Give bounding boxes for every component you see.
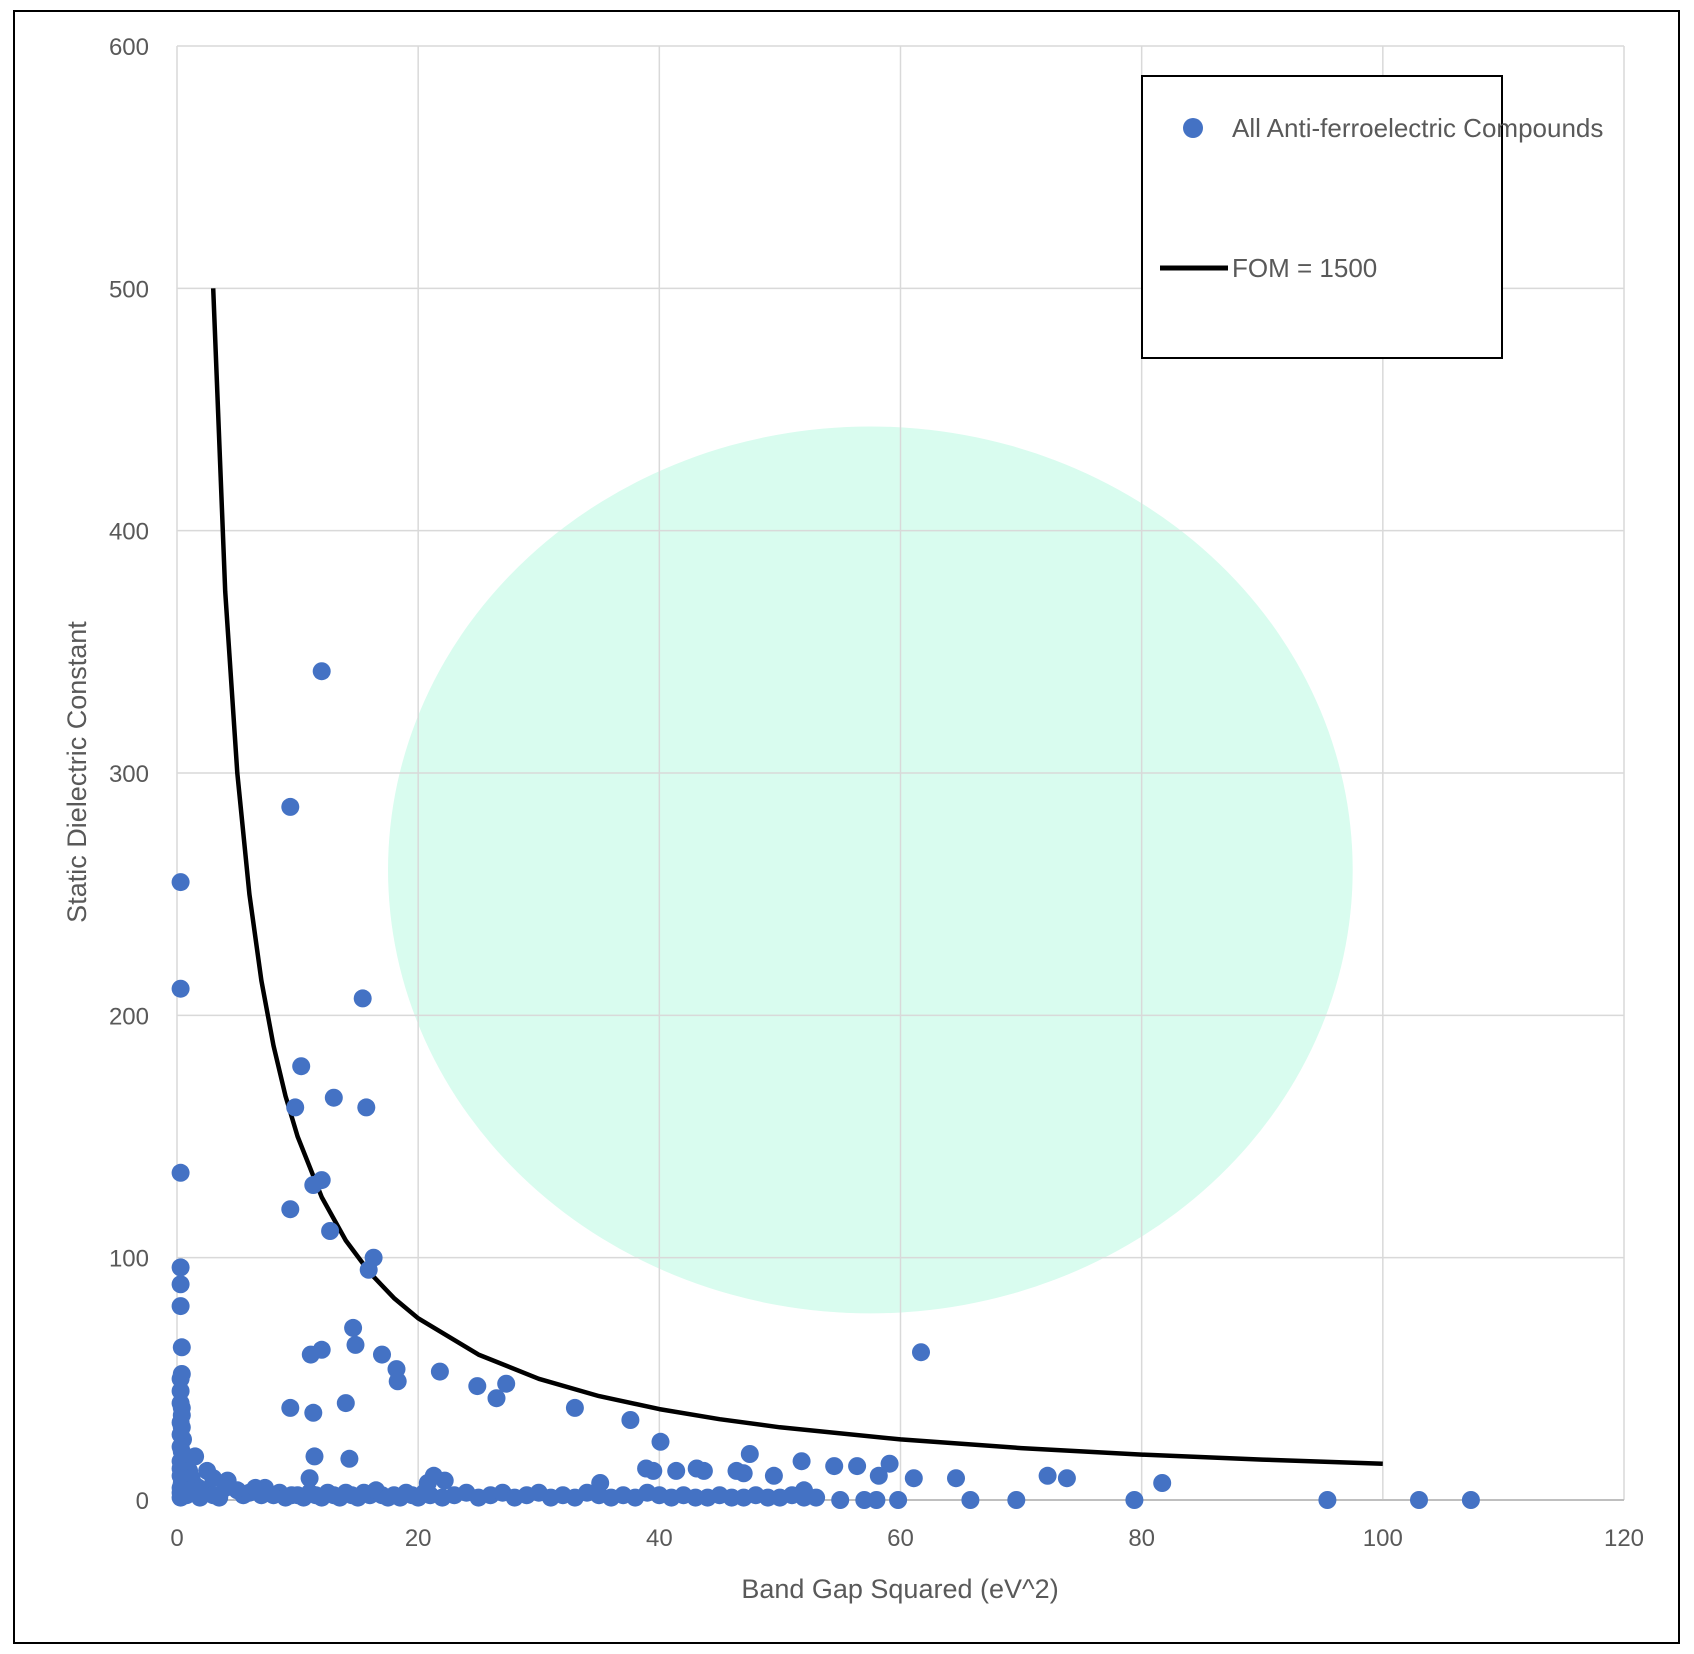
scatter-points (171, 662, 1480, 1509)
data-point (292, 1057, 311, 1076)
data-point (1057, 1469, 1076, 1488)
legend-label-scatter: All Anti-ferroelectric Compounds (1232, 113, 1603, 143)
data-point (321, 1222, 340, 1240)
highlight-region-layer (388, 426, 1353, 1314)
data-point (740, 1445, 759, 1463)
data-point (764, 1466, 783, 1485)
data-point (171, 1297, 190, 1316)
fom-curve-layer (210, 288, 1383, 1466)
data-point (281, 1398, 300, 1417)
y-tick-label: 600 (109, 34, 149, 61)
data-point (869, 1466, 888, 1485)
data-point (171, 1488, 190, 1507)
data-point (312, 1340, 331, 1359)
data-point (889, 1491, 908, 1509)
data-point (300, 1469, 319, 1488)
x-tick-label: 120 (1604, 1525, 1644, 1552)
data-point (1461, 1491, 1480, 1509)
data-point (304, 1403, 323, 1422)
x-tick-label: 20 (405, 1525, 432, 1552)
data-point (1153, 1474, 1172, 1492)
data-point (324, 1088, 343, 1107)
x-tick-label: 100 (1363, 1525, 1403, 1552)
y-tick-label: 100 (109, 1246, 149, 1273)
data-point (795, 1481, 813, 1500)
data-point (340, 1449, 359, 1468)
legend-box (1141, 75, 1503, 359)
data-point (281, 797, 300, 816)
data-point (336, 1394, 355, 1413)
data-point (430, 1362, 449, 1381)
data-point (171, 1163, 190, 1182)
data-point (825, 1457, 844, 1476)
data-point (373, 1345, 391, 1364)
legend-label-line: FOM = 1500 (1232, 253, 1377, 283)
data-point (880, 1454, 899, 1473)
data-point (792, 1452, 811, 1471)
x-tick-label: 0 (170, 1525, 183, 1552)
data-point (171, 1258, 190, 1277)
data-point (667, 1461, 686, 1480)
data-point (734, 1464, 753, 1483)
highlight-ellipse (388, 426, 1353, 1314)
data-point (190, 1488, 209, 1507)
data-point (867, 1491, 886, 1509)
data-point (468, 1377, 487, 1396)
data-point (1007, 1491, 1026, 1509)
legend: All Anti-ferroelectric Compounds FOM = 1… (1141, 75, 1603, 359)
y-axis-title: Static Dielectric Constant (62, 621, 92, 923)
data-point (171, 873, 190, 892)
data-point (1410, 1491, 1428, 1509)
data-point (497, 1374, 516, 1393)
data-point (305, 1447, 324, 1466)
data-point (346, 1335, 365, 1354)
data-point (1125, 1491, 1144, 1509)
data-point (359, 1260, 378, 1279)
data-point (353, 989, 372, 1008)
data-point (204, 1469, 223, 1488)
data-point (694, 1461, 713, 1480)
data-point (344, 1318, 363, 1337)
data-point (912, 1343, 930, 1362)
legend-marker-scatter (1183, 118, 1203, 138)
data-point (947, 1469, 965, 1488)
data-point (651, 1432, 670, 1451)
x-tick-label: 40 (646, 1525, 673, 1552)
gridlines (176, 45, 1625, 1501)
data-point (435, 1471, 454, 1490)
data-point (644, 1461, 663, 1480)
data-point (591, 1474, 610, 1492)
y-tick-label: 300 (109, 761, 149, 788)
tick-labels: 0 20 40 60 80 100 120 0 100 200 300 400 500 600 (109, 34, 1644, 1552)
data-point (312, 662, 331, 681)
data-point (848, 1457, 867, 1476)
y-tick-label: 500 (109, 276, 149, 303)
data-point (281, 1200, 300, 1219)
data-point (487, 1389, 506, 1408)
data-point (286, 1098, 305, 1117)
data-point (621, 1411, 640, 1429)
data-point (961, 1491, 980, 1509)
data-point (357, 1098, 376, 1117)
data-point (171, 979, 190, 998)
fom-curve (210, 288, 1383, 1466)
x-tick-label: 60 (887, 1525, 914, 1552)
y-tick-label: 0 (136, 1488, 149, 1515)
data-point (186, 1447, 205, 1466)
y-tick-label: 200 (109, 1003, 149, 1030)
data-point (565, 1398, 584, 1417)
x-tick-label: 80 (1128, 1525, 1155, 1552)
y-tick-label: 400 (109, 519, 149, 546)
data-point (172, 1338, 191, 1357)
data-point (904, 1469, 923, 1488)
data-point (1318, 1491, 1337, 1509)
data-point (304, 1176, 323, 1194)
data-point (831, 1491, 850, 1509)
data-point (388, 1372, 407, 1391)
data-point (1038, 1466, 1057, 1485)
x-axis-title: Band Gap Squared (eV^2) (741, 1574, 1058, 1604)
data-point (171, 1275, 190, 1294)
